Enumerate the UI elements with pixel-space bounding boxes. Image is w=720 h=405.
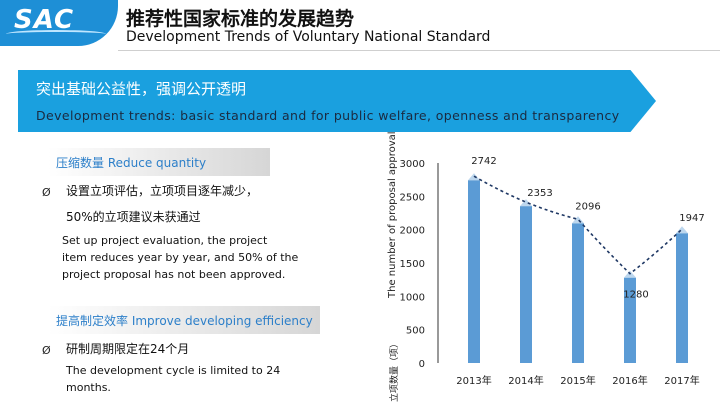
x-tick-label: 2013年 <box>456 374 491 387</box>
bullet-arrow: Ø <box>42 186 51 199</box>
bullet-text-cn-3: 研制周期限定在24个月 <box>66 342 190 356</box>
y-tick-label: 2000 <box>400 226 425 237</box>
y-tick-label: 1500 <box>400 259 425 270</box>
page-title-en: Development Trends of Voluntary National… <box>126 29 491 45</box>
bullet-text-en-1: Set up project evaluation, the project <box>62 234 268 247</box>
bar <box>520 206 532 363</box>
page-title-cn: 推荐性国家标准的发展趋势 <box>126 8 355 30</box>
bullet-text-en-5: months. <box>66 381 111 394</box>
bar-cap <box>520 199 532 207</box>
bullet-text-cn-1: 设置立项评估，立项项目逐年减少， <box>66 184 259 198</box>
data-label: 2353 <box>527 188 552 199</box>
bar-cap <box>676 226 688 234</box>
theme-banner <box>18 70 656 132</box>
bar <box>676 233 688 363</box>
data-label: 2096 <box>575 201 600 212</box>
bullet-text-cn-2: 50%的立项建议未获通过 <box>66 210 201 224</box>
bar <box>572 223 584 363</box>
section-heading-text: 提高制定效率 Improve developing efficiency <box>56 314 313 328</box>
section-heading-improve-efficiency: 提高制定效率 Improve developing efficiency <box>48 306 320 334</box>
bar <box>624 277 636 363</box>
bar-cap <box>572 216 584 224</box>
bullet-text-en-2: item reduces year by year, and 50% of th… <box>62 251 299 264</box>
y-tick-label: 2500 <box>400 192 425 203</box>
x-tick-label: 2017年 <box>664 374 699 387</box>
y-tick-label: 3000 <box>400 159 425 170</box>
chart-canvas: 0 500 1000 1500 2000 2500 3000 2013年 2014年 2015年 2… <box>400 156 705 387</box>
trend-line <box>473 175 683 275</box>
data-label: 2742 <box>471 156 496 167</box>
x-tick-label: 2016年 <box>612 374 647 387</box>
banner-subtitle-en: Development trends: basic standard and f… <box>36 108 620 123</box>
y-tick-label: 0 <box>419 359 425 370</box>
y-tick-label: 500 <box>406 326 425 337</box>
logo-swoosh <box>6 30 106 38</box>
x-tick-label: 2014年 <box>508 374 543 387</box>
sac-logo: SAC <box>0 0 118 46</box>
section-heading-reduce-quantity: 压缩数量 Reduce quantity <box>48 148 270 176</box>
bullet-text-en-4: The development cycle is limited to 24 <box>66 364 281 377</box>
section-heading-text: 压缩数量 Reduce quantity <box>56 156 207 170</box>
x-tick-label: 2015年 <box>560 374 595 387</box>
data-label: 1947 <box>679 213 704 224</box>
banner-title-cn: 突出基础公益性，强调公开透明 <box>36 80 247 98</box>
y-tick-label: 1000 <box>400 292 425 303</box>
proposal-approval-chart: The number of proposal approval 立项数量（项） … <box>378 131 720 405</box>
bar <box>468 180 480 363</box>
data-label: 1280 <box>623 290 648 301</box>
bullet-text-en-3: project proposal has not been approved. <box>62 268 286 281</box>
header-divider <box>118 50 720 51</box>
bullet-arrow: Ø <box>42 344 51 357</box>
